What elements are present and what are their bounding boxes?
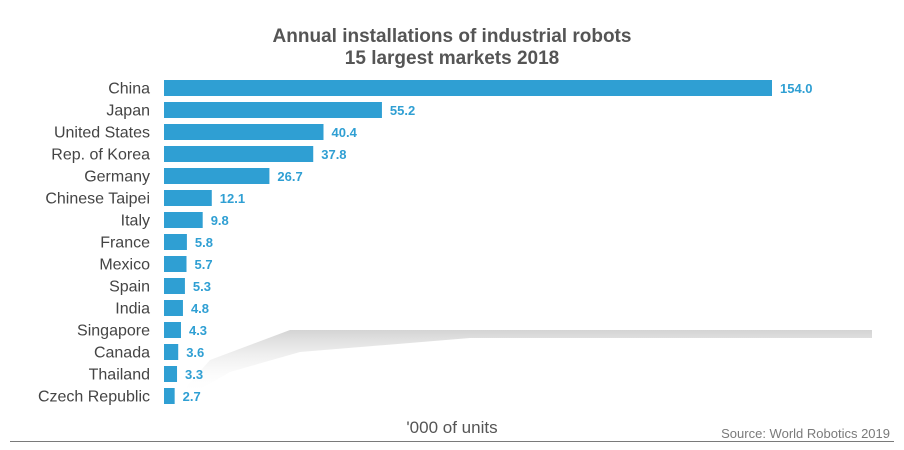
category-label: Italy (121, 213, 150, 230)
bar (164, 234, 187, 250)
category-label: Canada (94, 345, 150, 362)
data-label: 5.7 (195, 257, 213, 272)
chart-title-block: Annual installations of industrial robot… (0, 26, 904, 70)
bar (164, 190, 212, 206)
data-label: 2.7 (183, 389, 201, 404)
bar (164, 212, 203, 228)
chart-title: Annual installations of industrial robot… (272, 26, 632, 47)
category-label: United States (54, 125, 150, 142)
data-label: 55.2 (390, 103, 415, 118)
data-label: 5.3 (193, 279, 211, 294)
data-label: 12.1 (220, 191, 245, 206)
category-label: China (108, 81, 150, 98)
category-label: Thailand (89, 367, 150, 384)
bar (164, 388, 175, 404)
bar (164, 322, 181, 338)
data-label: 37.8 (321, 147, 346, 162)
data-label: 3.6 (186, 345, 204, 360)
category-label: Japan (106, 103, 150, 120)
bar (164, 256, 187, 272)
bars (164, 80, 772, 404)
data-label: 26.7 (277, 169, 302, 184)
category-label: Mexico (99, 257, 150, 274)
category-label: Spain (109, 279, 150, 296)
chart-subtitle: 15 largest markets 2018 (344, 48, 560, 69)
data-label: 40.4 (332, 125, 358, 140)
bar (164, 344, 179, 360)
bar (164, 278, 185, 294)
data-label: 3.3 (185, 367, 203, 382)
data-label: 4.3 (189, 323, 207, 338)
bar (164, 124, 324, 140)
category-label: Czech Republic (38, 389, 150, 406)
bar (164, 366, 178, 382)
category-label: India (115, 301, 150, 318)
data-label: 9.8 (211, 213, 229, 228)
category-labels: China Japan United States Rep. of Korea Germ… (38, 81, 150, 406)
bar (164, 146, 314, 162)
category-label: Singapore (77, 323, 150, 340)
category-label: Germany (84, 169, 150, 186)
x-axis-label: '000 of units (406, 418, 498, 437)
bar (164, 168, 270, 184)
data-label: 4.8 (191, 301, 209, 316)
data-label: 5.8 (195, 235, 213, 250)
category-label: Rep. of Korea (51, 147, 150, 164)
footer-divider (10, 441, 894, 442)
bar (164, 102, 382, 118)
category-label: France (100, 235, 150, 252)
category-label: Chinese Taipei (45, 191, 150, 208)
value-labels: 154.0 55.2 40.4 37.8 26.7 12.1 9.8 5.8 5.7 5.3 4.8… (183, 81, 813, 404)
data-label: 154.0 (780, 81, 813, 96)
source-note: Source: World Robotics 2019 (721, 426, 890, 441)
bar (164, 300, 183, 316)
decorative-shadow (180, 330, 872, 394)
bar (164, 80, 772, 96)
